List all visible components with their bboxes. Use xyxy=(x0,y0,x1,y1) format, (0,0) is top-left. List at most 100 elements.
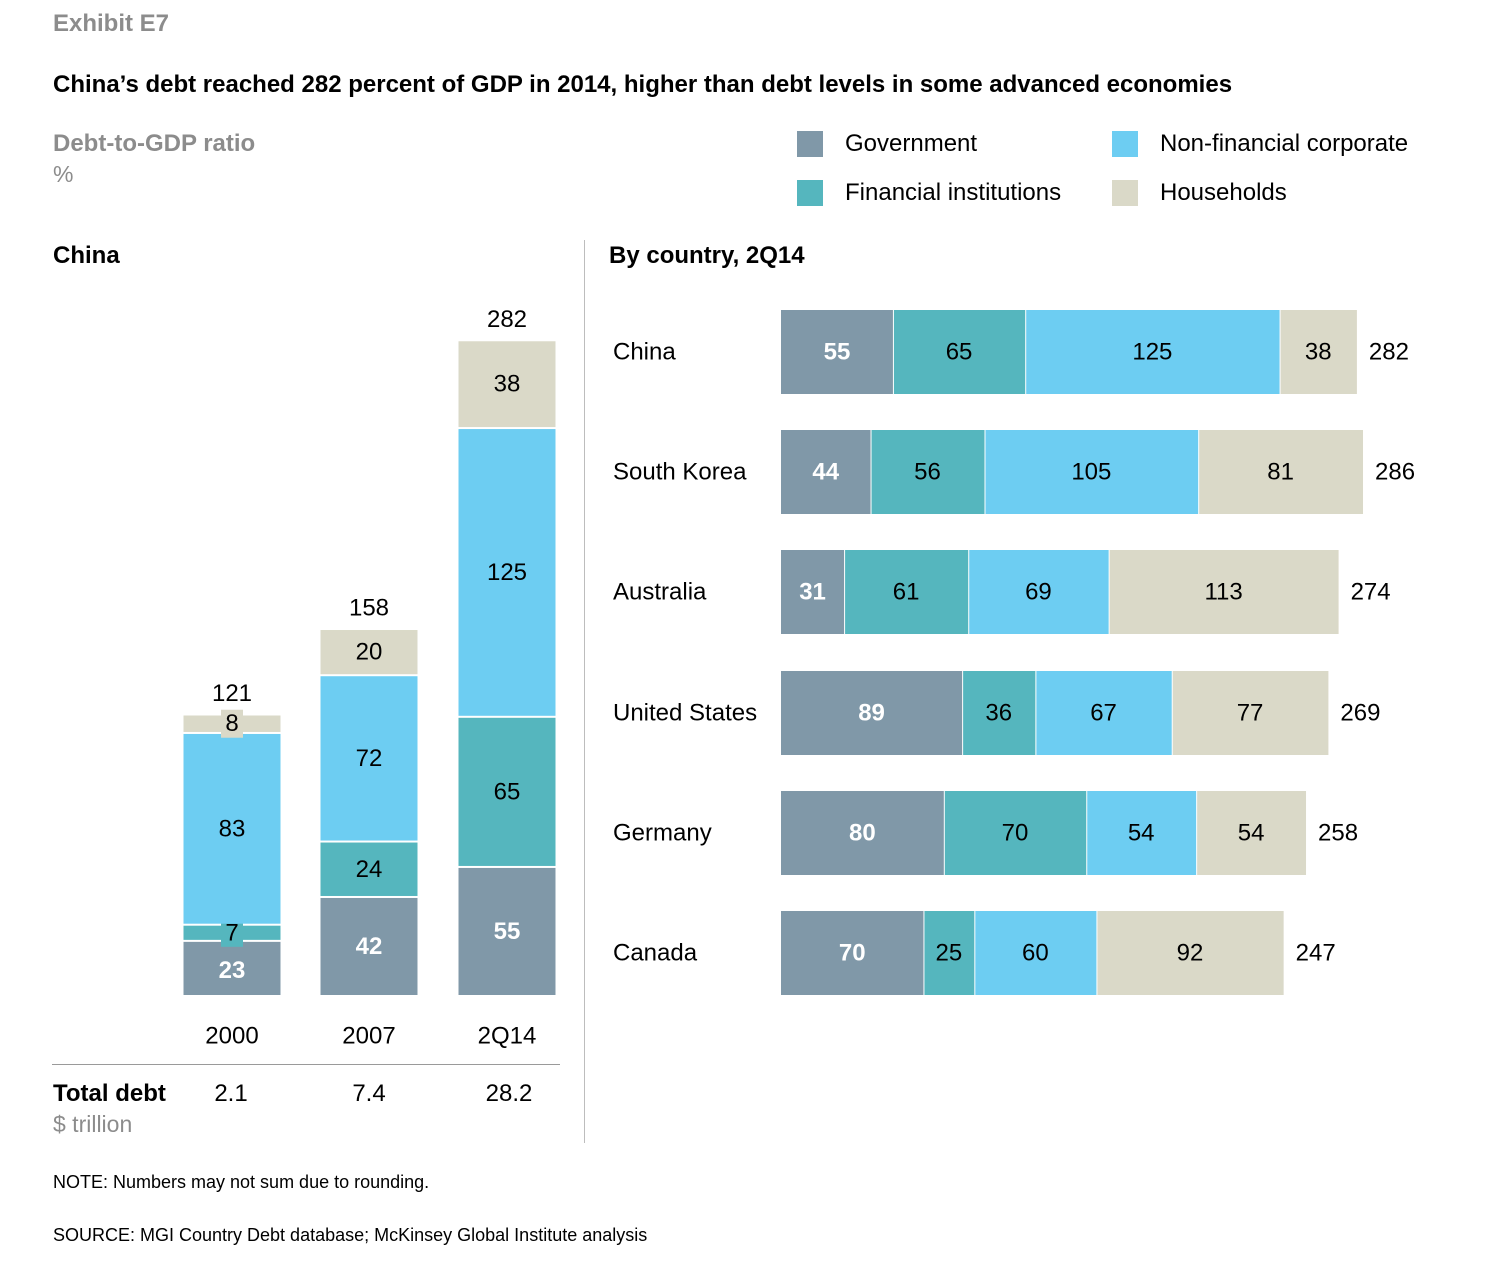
hbar-united-states-households xyxy=(1172,671,1329,755)
hbar-germany-financial-institutions xyxy=(944,791,1087,875)
label-2007-non-financial-corporate: 72 xyxy=(356,745,383,772)
hlabel-china-non-financial-corporate: 125 xyxy=(1132,339,1172,366)
legend-swatch-financial-institutions xyxy=(797,180,823,206)
country-label-canada: Canada xyxy=(613,940,698,967)
label-2000-government: 23 xyxy=(219,957,246,984)
total-debt-2007: 7.4 xyxy=(352,1080,386,1107)
hbar-australia-government xyxy=(781,550,845,634)
total-2q14: 282 xyxy=(487,306,527,333)
bar-2007-financial-institutions xyxy=(320,842,418,896)
hlabel-canada-financial-institutions: 25 xyxy=(936,940,963,967)
y-axis-label: Debt-to-GDP ratio xyxy=(53,130,256,157)
hbar-china-non-financial-corporate xyxy=(1026,310,1280,394)
y-axis-unit: % xyxy=(53,161,74,187)
hlabel-united-states-households: 77 xyxy=(1237,700,1264,727)
x-tick-2q14: 2Q14 xyxy=(478,1023,537,1050)
hbar-australia-non-financial-corporate xyxy=(969,550,1109,634)
label-tag-2000-households xyxy=(221,709,243,738)
label-2000-households: 8 xyxy=(225,710,238,737)
hbar-germany-non-financial-corporate xyxy=(1087,791,1197,875)
label-2q14-households: 38 xyxy=(494,371,521,398)
label-2q14-financial-institutions: 65 xyxy=(494,778,521,805)
bar-2007-government xyxy=(320,897,418,995)
total-2007: 158 xyxy=(349,595,389,622)
hlabel-germany-financial-institutions: 70 xyxy=(1002,820,1029,847)
htotal-canada: 247 xyxy=(1296,940,1336,967)
total-debt-rule xyxy=(52,1064,560,1065)
htotal-south-korea: 286 xyxy=(1375,459,1415,486)
hlabel-germany-non-financial-corporate: 54 xyxy=(1128,820,1155,847)
hlabel-canada-government: 70 xyxy=(839,940,866,967)
hlabel-australia-households: 113 xyxy=(1204,579,1242,606)
bar-2007-non-financial-corporate xyxy=(320,676,418,841)
country-label-china: China xyxy=(613,339,676,366)
label-2007-households: 20 xyxy=(356,639,383,666)
legend-label-households: Households xyxy=(1160,179,1287,206)
hlabel-australia-government: 31 xyxy=(799,579,826,606)
bar-2000-government xyxy=(183,941,281,995)
hlabel-china-households: 38 xyxy=(1305,339,1332,366)
label-2q14-non-financial-corporate: 125 xyxy=(487,559,527,586)
bar-2q14-non-financial-corporate xyxy=(458,429,556,716)
panel-divider xyxy=(584,240,585,1143)
htotal-australia: 274 xyxy=(1351,579,1391,606)
x-tick-2000: 2000 xyxy=(205,1023,258,1050)
hbar-united-states-government xyxy=(781,671,963,755)
hbar-canada-government xyxy=(781,911,924,995)
hbar-south-korea-households xyxy=(1199,430,1364,514)
footnote: NOTE: Numbers may not sum due to roundin… xyxy=(53,1172,430,1192)
hbar-germany-government xyxy=(781,791,944,875)
hlabel-germany-households: 54 xyxy=(1238,820,1265,847)
total-debt-label: Total debt xyxy=(53,1080,166,1107)
country-panel-title: By country, 2Q14 xyxy=(609,242,805,269)
legend-swatch-non-financial-corporate xyxy=(1112,131,1138,157)
exhibit-label: Exhibit E7 xyxy=(53,10,170,37)
hlabel-china-financial-institutions: 65 xyxy=(946,339,973,366)
hlabel-china-government: 55 xyxy=(824,339,851,366)
hbar-australia-financial-institutions xyxy=(845,550,969,634)
hbar-united-states-non-financial-corporate xyxy=(1036,671,1172,755)
hlabel-united-states-government: 89 xyxy=(858,700,885,727)
bar-2000-non-financial-corporate xyxy=(183,733,281,924)
legend-swatch-households xyxy=(1112,180,1138,206)
country-label-germany: Germany xyxy=(613,820,712,847)
label-tag-2000-financial-institutions xyxy=(221,918,243,947)
china-panel-title: China xyxy=(53,242,120,269)
hbar-germany-households xyxy=(1197,791,1307,875)
hbar-canada-financial-institutions xyxy=(924,911,975,995)
hlabel-south-korea-non-financial-corporate: 105 xyxy=(1071,459,1111,486)
country-label-south-korea: South Korea xyxy=(613,459,747,486)
total-debt-2q14: 28.2 xyxy=(485,1080,533,1107)
source-note: SOURCE: MGI Country Debt database; McKin… xyxy=(53,1225,648,1245)
label-2007-government: 42 xyxy=(356,933,383,960)
label-2q14-government: 55 xyxy=(494,918,521,945)
hbar-canada-non-financial-corporate xyxy=(975,911,1097,995)
label-2000-non-financial-corporate: 83 xyxy=(219,815,246,842)
bar-2q14-households xyxy=(458,341,556,428)
legend-swatch-government xyxy=(797,131,823,157)
hbar-china-financial-institutions xyxy=(893,310,1026,394)
chart-title: China’s debt reached 282 percent of GDP … xyxy=(53,71,1233,98)
hlabel-south-korea-households: 81 xyxy=(1267,459,1294,486)
hlabel-germany-government: 80 xyxy=(849,820,876,847)
hbar-south-korea-non-financial-corporate xyxy=(985,430,1199,514)
bar-2q14-financial-institutions xyxy=(458,717,556,866)
hlabel-south-korea-government: 44 xyxy=(812,459,839,486)
country-label-united-states: United States xyxy=(613,700,757,727)
hlabel-south-korea-financial-institutions: 56 xyxy=(914,459,941,486)
hlabel-canada-non-financial-corporate: 60 xyxy=(1022,940,1049,967)
htotal-china: 282 xyxy=(1369,339,1409,366)
hlabel-canada-households: 92 xyxy=(1177,940,1204,967)
total-debt-unit: $ trillion xyxy=(53,1111,133,1137)
hlabel-united-states-financial-institutions: 36 xyxy=(985,700,1012,727)
legend-label-government: Government xyxy=(845,130,978,157)
legend-label-financial-institutions: Financial institutions xyxy=(845,179,1062,206)
hlabel-united-states-non-financial-corporate: 67 xyxy=(1090,700,1117,727)
total-debt-2000: 2.1 xyxy=(214,1080,248,1107)
country-label-australia: Australia xyxy=(613,579,707,606)
bar-2q14-government xyxy=(458,867,556,995)
htotal-united-states: 269 xyxy=(1340,700,1380,727)
hbar-south-korea-government xyxy=(781,430,871,514)
hbar-china-households xyxy=(1280,310,1357,394)
